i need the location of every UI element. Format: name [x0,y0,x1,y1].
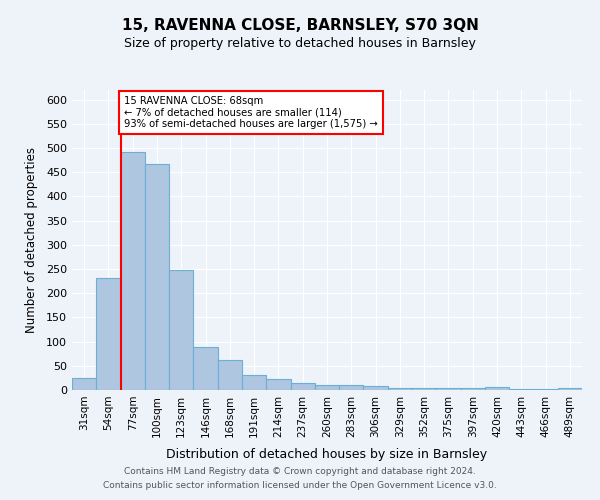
Bar [412,388,436,390]
Bar [290,383,315,390]
Bar [533,389,558,390]
Text: Contains HM Land Registry data © Crown copyright and database right 2024.: Contains HM Land Registry data © Crown c… [124,467,476,476]
Bar [485,387,509,390]
Bar [121,152,145,390]
Bar [339,385,364,390]
Bar [388,388,412,390]
Bar [169,270,193,390]
Y-axis label: Number of detached properties: Number of detached properties [25,147,38,333]
X-axis label: Distribution of detached houses by size in Barnsley: Distribution of detached houses by size … [166,448,488,461]
Bar [193,348,218,390]
Bar [266,379,290,390]
Bar [218,360,242,390]
Bar [436,388,461,390]
Bar [96,278,121,390]
Bar [315,384,339,390]
Bar [364,386,388,390]
Bar [72,378,96,390]
Text: Contains public sector information licensed under the Open Government Licence v3: Contains public sector information licen… [103,481,497,490]
Text: Size of property relative to detached houses in Barnsley: Size of property relative to detached ho… [124,38,476,51]
Text: 15, RAVENNA CLOSE, BARNSLEY, S70 3QN: 15, RAVENNA CLOSE, BARNSLEY, S70 3QN [122,18,478,32]
Bar [509,389,533,390]
Bar [242,376,266,390]
Bar [558,388,582,390]
Bar [145,164,169,390]
Bar [461,388,485,390]
Text: 15 RAVENNA CLOSE: 68sqm
← 7% of detached houses are smaller (114)
93% of semi-de: 15 RAVENNA CLOSE: 68sqm ← 7% of detached… [124,96,378,129]
